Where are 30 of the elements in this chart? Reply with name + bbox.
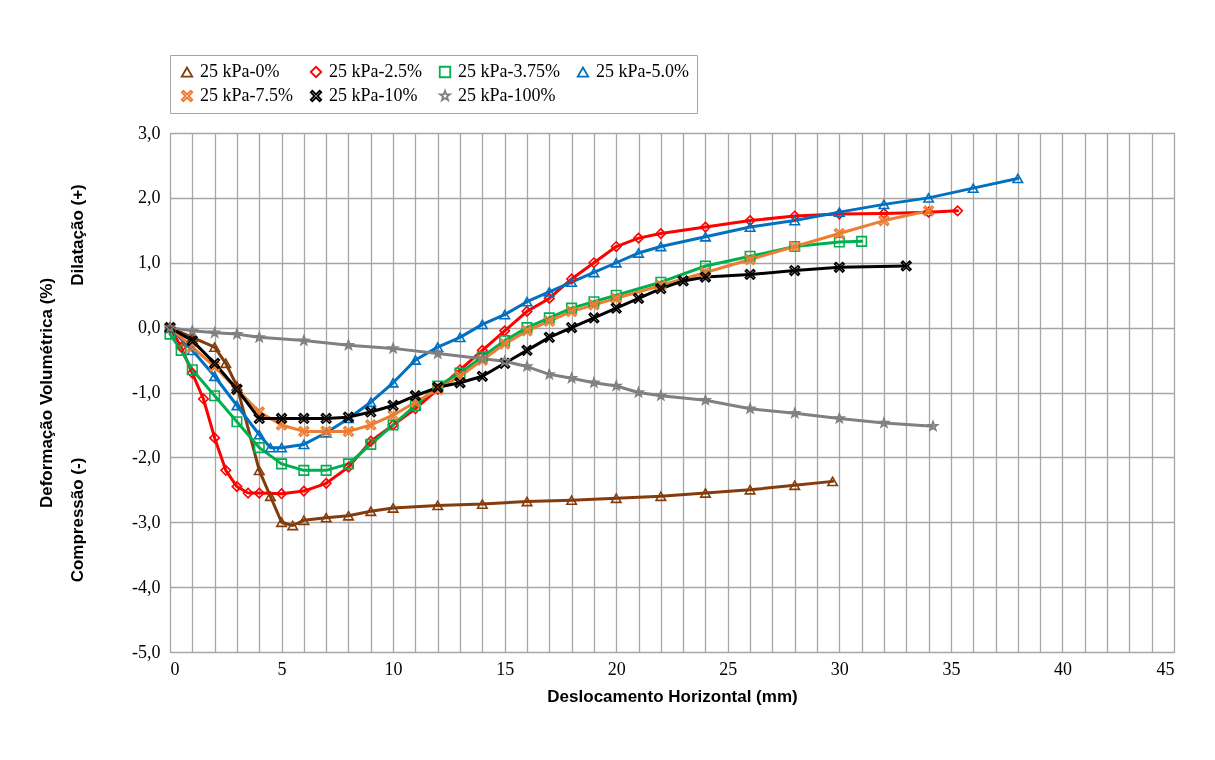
y-tick-label: 0,0 (138, 317, 161, 338)
text: Dilatação (+) (68, 184, 88, 286)
y-tick-label: 2,0 (138, 187, 161, 208)
y-tick-label: -2,0 (132, 446, 161, 467)
x-tick-label: 15 (496, 658, 515, 679)
x-tick-label: 10 (384, 658, 403, 679)
x-tick-label: 20 (607, 658, 626, 679)
text: Compressão (-) (68, 457, 88, 583)
x-tick-label: 45 (1156, 658, 1175, 679)
y-tick-label: -4,0 (132, 576, 161, 597)
x-axis-title: Deslocamento Horizontal (mm) (547, 686, 798, 706)
y-tick-label: 1,0 (138, 252, 161, 273)
y-tick-label: -1,0 (132, 382, 161, 402)
y-tick-label: -3,0 (132, 511, 161, 532)
y-tick-label: -5,0 (132, 641, 161, 662)
legend-label: 25 kPa-7.5% (200, 85, 293, 105)
legend-label: 25 kPa-0% (200, 61, 280, 81)
y-axis-title: Deformação Volumétrica (%) (36, 277, 56, 509)
legend-label: 25 kPa-100% (458, 85, 556, 105)
x-tick-label: 5 (277, 658, 287, 679)
legend-label: 25 kPa-2.5% (329, 61, 422, 81)
y-tick-label: 3,0 (138, 122, 161, 143)
legend-label: 25 kPa-3.75% (458, 61, 560, 81)
x-tick-label: 25 (719, 658, 738, 679)
x-tick-label: 40 (1053, 658, 1072, 679)
x-tick-label: 35 (942, 658, 961, 679)
x-tick-label: 30 (830, 658, 849, 679)
legend-label: 25 kPa-5.0% (596, 61, 689, 81)
x-tick-label: 0 (170, 658, 180, 679)
legend-label: 25 kPa-10% (329, 85, 418, 105)
